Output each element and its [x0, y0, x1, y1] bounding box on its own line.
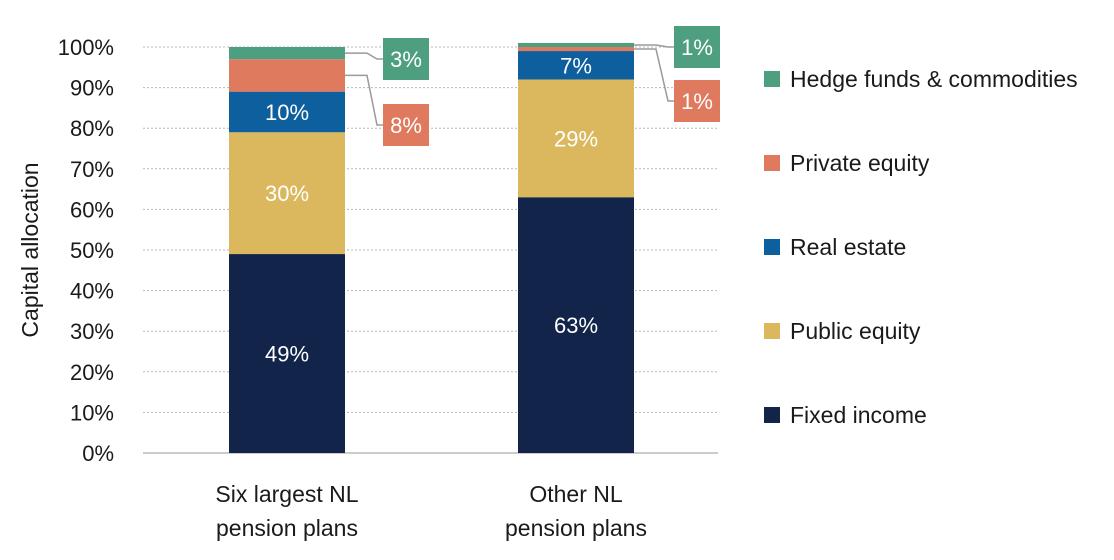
callout-label: 8%: [390, 113, 422, 138]
x-category-label: pension plans: [216, 515, 358, 541]
bar-segment: [229, 254, 345, 453]
y-tick-label: 40%: [70, 279, 114, 304]
legend-swatch: [764, 407, 780, 423]
legend-label: Public equity: [790, 318, 921, 344]
callout-box: [674, 26, 720, 68]
legend-label: Private equity: [790, 150, 930, 176]
legend-swatch: [764, 155, 780, 171]
callout-label: 1%: [681, 89, 713, 114]
data-label: 29%: [554, 126, 598, 151]
x-category-label: Other NL: [529, 481, 623, 507]
legend-swatch: [764, 323, 780, 339]
legend-label: Real estate: [790, 234, 906, 260]
data-label: 7%: [560, 53, 592, 78]
y-tick-label: 70%: [70, 157, 114, 182]
data-label: 63%: [554, 313, 598, 338]
callout-label: 3%: [390, 47, 422, 72]
y-axis-label: Capital allocation: [17, 162, 43, 337]
legend-label: Fixed income: [790, 402, 927, 428]
bar-segment: [518, 42, 634, 47]
bar-segment: [229, 59, 345, 92]
bar-segment: [518, 51, 634, 80]
callout-leader: [634, 48, 674, 102]
bar-segment: [518, 197, 634, 453]
data-label: 10%: [265, 100, 309, 125]
legend: Hedge funds & commodities Private equity R…: [764, 66, 1078, 428]
y-tick-label: 10%: [70, 400, 114, 425]
callout-box: [674, 80, 720, 122]
y-tick-label: 60%: [70, 197, 114, 222]
callout-leader: [634, 44, 674, 48]
bar-segment: [518, 47, 634, 52]
x-category-label: pension plans: [505, 515, 647, 541]
data-label: 49%: [265, 342, 309, 367]
legend-swatch: [764, 239, 780, 255]
bars: 49% 30% 10% 63% 29% 7% 8% 3% 1% 1%: [229, 26, 720, 453]
y-axis: 0% 10% 20% 30% 40% 50% 60% 70% 80% 90% 100%: [58, 35, 718, 466]
callout-box: [383, 104, 429, 146]
bar-segment: [518, 79, 634, 198]
legend-label: Hedge funds & commodities: [790, 66, 1078, 92]
callout-label: 1%: [681, 35, 713, 60]
legend-swatch: [764, 71, 780, 87]
callout-box: [383, 38, 429, 80]
y-tick-label: 80%: [70, 116, 114, 141]
y-tick-label: 30%: [70, 319, 114, 344]
y-tick-label: 100%: [58, 35, 114, 60]
callout-leader: [345, 74, 383, 126]
y-tick-label: 0%: [82, 441, 114, 466]
bar-segment: [229, 132, 345, 255]
y-tick-label: 20%: [70, 360, 114, 385]
y-tick-label: 90%: [70, 76, 114, 101]
bar-segment: [229, 47, 345, 60]
x-category-label: Six largest NL: [215, 481, 358, 507]
bar-segment: [229, 91, 345, 133]
callout-leader: [345, 52, 383, 60]
x-axis: Six largest NL pension plans Other NL pensi…: [215, 481, 647, 541]
data-label: 30%: [265, 181, 309, 206]
y-tick-label: 50%: [70, 238, 114, 263]
